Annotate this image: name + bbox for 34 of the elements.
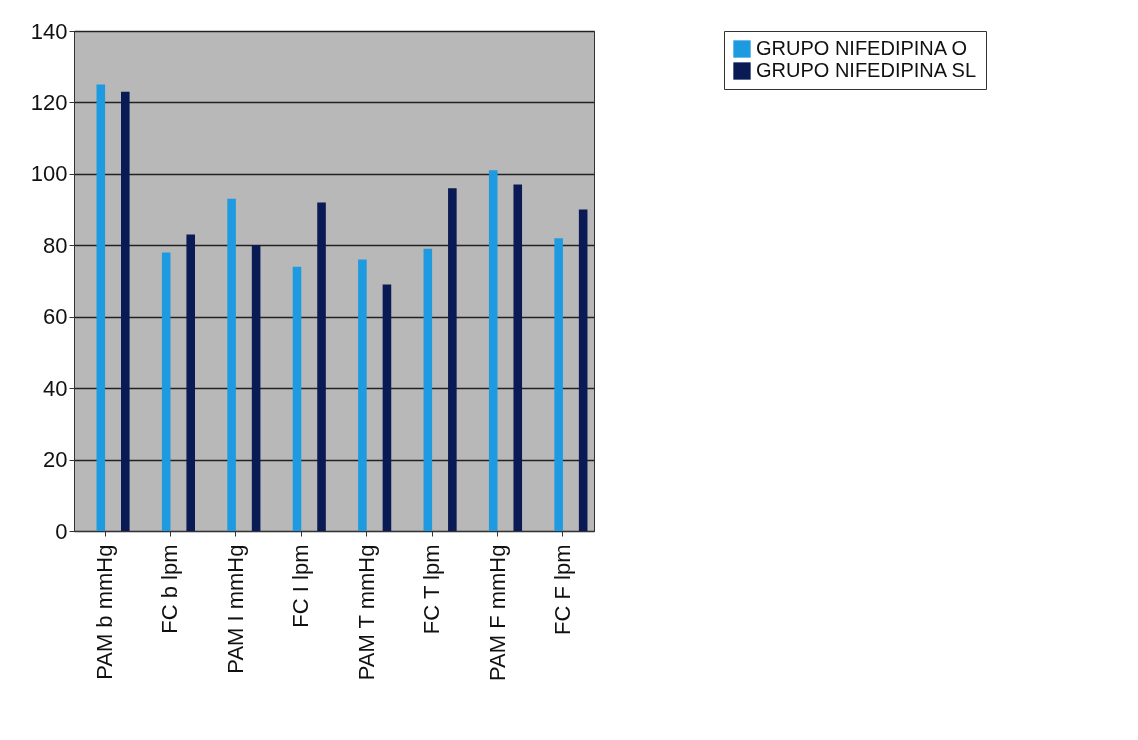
bar <box>292 266 302 531</box>
bar <box>513 184 523 531</box>
bar <box>382 284 392 531</box>
bar <box>317 202 326 531</box>
y-tick-label: 120 <box>30 89 68 115</box>
y-tick-label: 60 <box>43 304 68 330</box>
bar <box>488 170 498 531</box>
bar <box>121 91 130 531</box>
x-tick-label: PAM F mmHg <box>484 544 510 681</box>
y-tick-label: 0 <box>55 518 68 544</box>
bar <box>358 259 367 531</box>
bar <box>186 234 196 531</box>
x-tick-label: FC F lpm <box>549 544 575 635</box>
bar <box>578 209 588 531</box>
bar <box>423 248 433 531</box>
legend-label: GRUPO NIFEDIPINA O <box>756 37 968 59</box>
bar <box>554 238 563 531</box>
x-tick-label: FC T lpm <box>419 544 445 635</box>
y-tick-label: 20 <box>43 447 68 473</box>
bar <box>448 188 457 531</box>
bar <box>96 84 106 531</box>
y-tick-label: 80 <box>43 232 68 258</box>
bar <box>251 245 261 531</box>
x-tick-label: PAM b mmHg <box>92 544 118 680</box>
y-tick-label: 40 <box>43 375 68 401</box>
bar <box>227 198 236 531</box>
y-tick-label: 100 <box>30 161 68 187</box>
x-tick-label: PAM I mmHg <box>222 544 248 674</box>
x-tick-label: FC b lpm <box>157 544 183 634</box>
bar <box>161 252 171 531</box>
x-tick-label: FC I lpm <box>288 544 314 628</box>
x-tick-label: PAM T mmHg <box>353 544 379 681</box>
y-tick-label: 140 <box>30 18 68 44</box>
legend-label: GRUPO NIFEDIPINA SL <box>756 59 977 81</box>
